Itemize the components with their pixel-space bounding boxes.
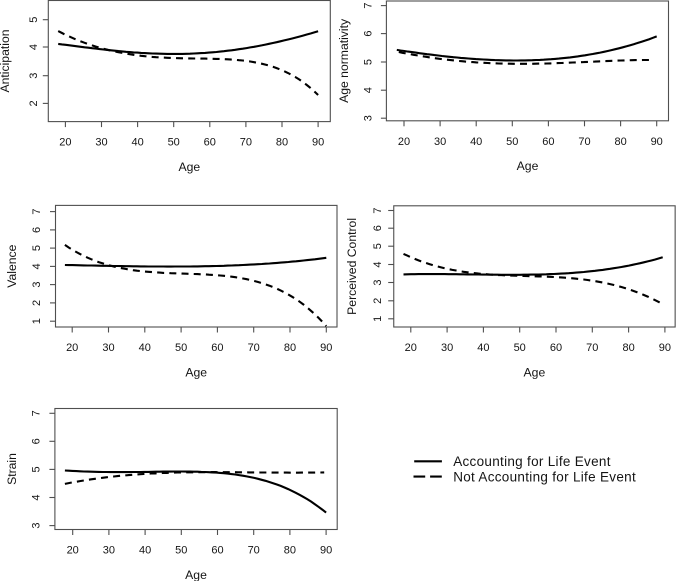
svg-text:5: 5 <box>28 17 40 23</box>
svg-text:40: 40 <box>470 136 482 148</box>
svg-text:6: 6 <box>372 225 384 231</box>
svg-text:50: 50 <box>175 342 187 354</box>
svg-text:5: 5 <box>30 466 42 472</box>
svg-text:3: 3 <box>30 523 42 529</box>
svg-text:7: 7 <box>30 410 42 416</box>
svg-text:6: 6 <box>31 227 43 233</box>
svg-text:20: 20 <box>59 137 71 149</box>
svg-text:5: 5 <box>362 59 374 65</box>
svg-text:40: 40 <box>131 137 143 149</box>
svg-text:70: 70 <box>248 342 260 354</box>
svg-text:Age normativity: Age normativity <box>337 18 351 103</box>
svg-text:30: 30 <box>441 342 453 354</box>
svg-text:4: 4 <box>31 263 43 269</box>
svg-text:40: 40 <box>139 342 151 354</box>
svg-text:Accounting for Life Event: Accounting for Life Event <box>453 454 611 469</box>
svg-text:90: 90 <box>659 342 671 354</box>
svg-text:60: 60 <box>204 137 216 149</box>
svg-text:3: 3 <box>28 73 40 79</box>
svg-text:6: 6 <box>362 31 374 37</box>
svg-text:1: 1 <box>372 316 384 322</box>
svg-text:20: 20 <box>67 545 79 557</box>
svg-text:70: 70 <box>240 137 252 149</box>
svg-text:Valence: Valence <box>5 244 19 287</box>
svg-text:Age: Age <box>178 160 200 174</box>
svg-text:80: 80 <box>614 136 626 148</box>
svg-text:80: 80 <box>284 342 296 354</box>
svg-text:Age: Age <box>517 159 539 173</box>
svg-text:3: 3 <box>372 279 384 285</box>
svg-text:40: 40 <box>139 545 151 557</box>
svg-text:80: 80 <box>622 342 634 354</box>
svg-text:30: 30 <box>434 136 446 148</box>
svg-text:60: 60 <box>211 342 223 354</box>
svg-text:7: 7 <box>372 207 384 213</box>
svg-text:4: 4 <box>28 44 40 50</box>
svg-text:60: 60 <box>542 136 554 148</box>
svg-text:4: 4 <box>30 494 42 500</box>
svg-text:20: 20 <box>66 342 78 354</box>
svg-text:Not Accounting for Life Event: Not Accounting for Life Event <box>453 469 636 484</box>
svg-text:7: 7 <box>31 209 43 215</box>
svg-text:Age: Age <box>185 365 207 379</box>
svg-text:50: 50 <box>506 136 518 148</box>
svg-text:Anticipation: Anticipation <box>0 29 12 92</box>
svg-text:80: 80 <box>284 545 296 557</box>
svg-text:4: 4 <box>372 261 384 267</box>
svg-text:40: 40 <box>477 342 489 354</box>
svg-text:Strain: Strain <box>5 453 19 485</box>
svg-text:60: 60 <box>211 545 223 557</box>
svg-text:5: 5 <box>372 243 384 249</box>
svg-text:4: 4 <box>362 87 374 93</box>
svg-text:1: 1 <box>31 318 43 324</box>
svg-text:3: 3 <box>31 282 43 288</box>
svg-text:30: 30 <box>95 137 107 149</box>
svg-text:6: 6 <box>30 438 42 444</box>
svg-text:2: 2 <box>28 100 40 106</box>
svg-text:7: 7 <box>362 3 374 9</box>
svg-text:20: 20 <box>405 342 417 354</box>
svg-text:Perceived Control: Perceived Control <box>345 218 359 315</box>
svg-text:70: 70 <box>248 545 260 557</box>
svg-text:3: 3 <box>362 115 374 121</box>
svg-text:20: 20 <box>398 136 410 148</box>
svg-text:90: 90 <box>651 136 663 148</box>
svg-text:Age: Age <box>524 365 546 379</box>
svg-text:Age: Age <box>185 568 207 581</box>
svg-text:50: 50 <box>175 545 187 557</box>
svg-text:90: 90 <box>320 342 332 354</box>
svg-text:80: 80 <box>276 137 288 149</box>
svg-text:70: 70 <box>578 136 590 148</box>
svg-text:50: 50 <box>514 342 526 354</box>
svg-text:5: 5 <box>31 245 43 251</box>
svg-text:50: 50 <box>168 137 180 149</box>
svg-text:90: 90 <box>312 137 324 149</box>
svg-text:90: 90 <box>320 545 332 557</box>
svg-text:30: 30 <box>102 342 114 354</box>
svg-text:2: 2 <box>31 300 43 306</box>
svg-text:60: 60 <box>550 342 562 354</box>
svg-text:70: 70 <box>586 342 598 354</box>
svg-text:2: 2 <box>372 298 384 304</box>
svg-text:30: 30 <box>103 545 115 557</box>
